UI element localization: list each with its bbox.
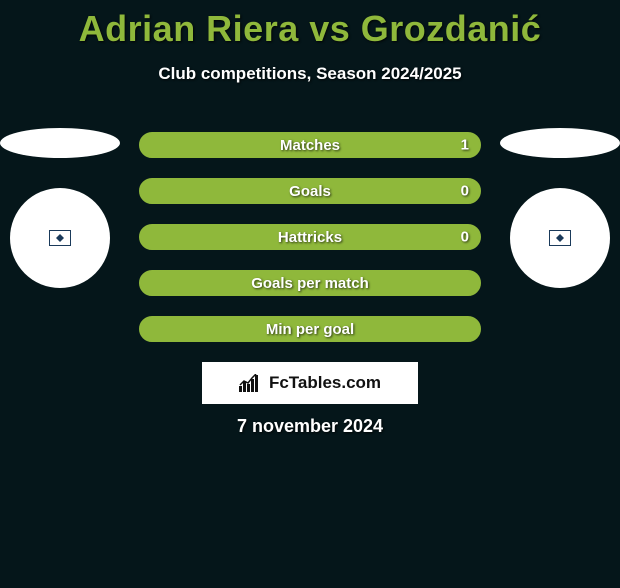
stat-row: Goals 0 [139, 178, 481, 204]
stat-value: 0 [461, 229, 469, 246]
site-logo-text: FcTables.com [269, 373, 381, 393]
subtitle: Club competitions, Season 2024/2025 [0, 64, 620, 84]
stat-label: Goals [289, 183, 331, 200]
stat-label: Matches [280, 137, 340, 154]
stat-label: Hattricks [278, 229, 342, 246]
player-right-avatar [510, 188, 610, 288]
stat-label: Goals per match [251, 275, 369, 292]
site-logo: FcTables.com [202, 362, 418, 404]
stat-label: Min per goal [266, 321, 354, 338]
stat-value: 1 [461, 137, 469, 154]
player-left-flag-icon [49, 230, 71, 246]
player-left [0, 128, 120, 288]
player-left-avatar [10, 188, 110, 288]
player-left-name-pill [0, 128, 120, 158]
stat-row: Matches 1 [139, 132, 481, 158]
stat-value: 0 [461, 183, 469, 200]
player-right-flag-icon [549, 230, 571, 246]
stat-row: Goals per match [139, 270, 481, 296]
page-title: Adrian Riera vs Grozdanić [0, 8, 620, 50]
date-text: 7 november 2024 [0, 416, 620, 437]
player-right-name-pill [500, 128, 620, 158]
player-right [500, 128, 620, 288]
stat-row: Hattricks 0 [139, 224, 481, 250]
stat-row: Min per goal [139, 316, 481, 342]
bars-icon [239, 374, 265, 392]
stats-list: Matches 1 Goals 0 Hattricks 0 Goals per … [139, 132, 481, 342]
